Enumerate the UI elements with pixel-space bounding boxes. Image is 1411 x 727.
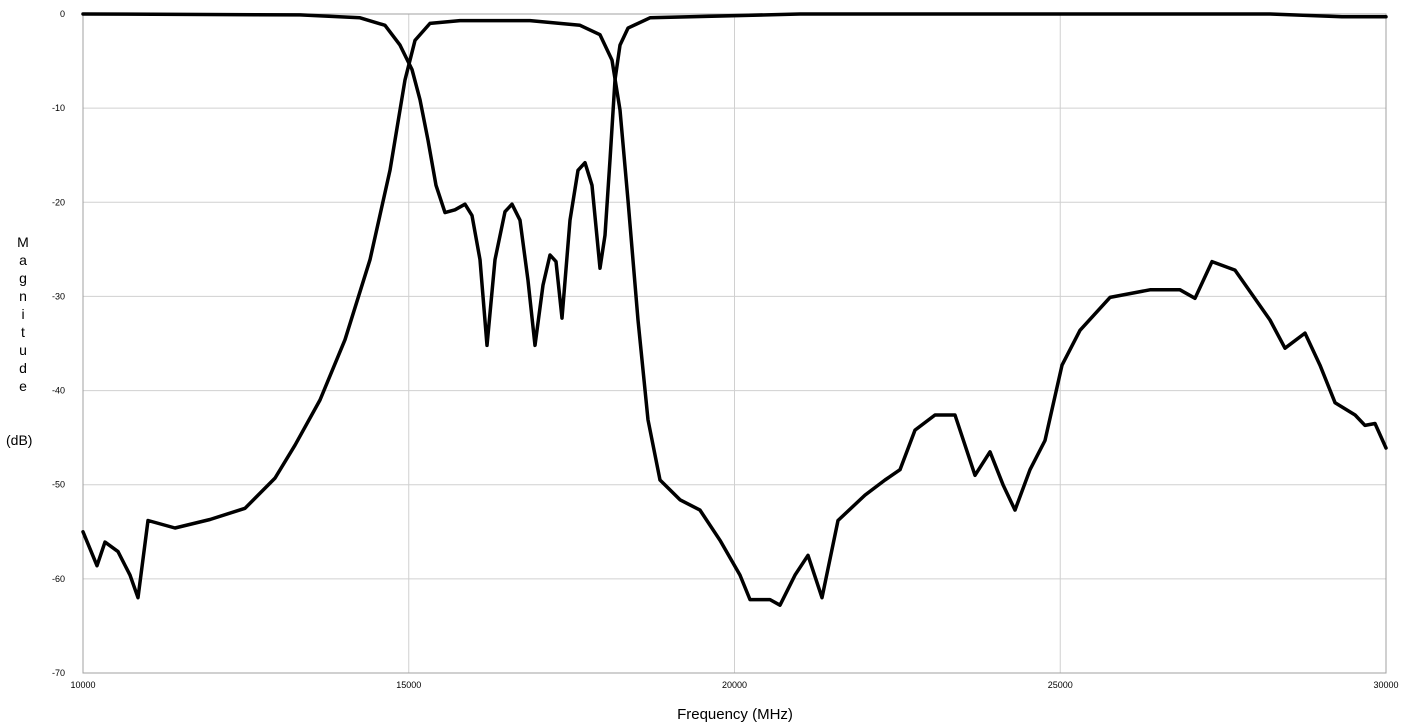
x-tick-label: 10000 <box>70 680 95 690</box>
y-tick-label: -70 <box>52 668 65 678</box>
x-tick-label: 25000 <box>1048 680 1073 690</box>
y-tick-label: -10 <box>52 103 65 113</box>
y-tick-label: -60 <box>52 574 65 584</box>
series-line <box>81 12 1388 348</box>
series-line <box>81 18 1388 607</box>
y-tick-label: -50 <box>52 480 65 490</box>
x-axis-label: Frequency (MHz) <box>677 706 793 723</box>
y-tick-label: -40 <box>52 386 65 396</box>
y-tick-label: -20 <box>52 197 65 207</box>
y-tick-label: -30 <box>52 291 65 301</box>
y-tick-label: 0 <box>60 9 65 19</box>
x-tick-label: 30000 <box>1373 680 1398 690</box>
x-tick-label: 15000 <box>396 680 421 690</box>
y-axis-unit: (dB) <box>6 432 33 448</box>
y-axis-label: Magnitude <box>15 234 31 396</box>
x-tick-label: 20000 <box>722 680 747 690</box>
